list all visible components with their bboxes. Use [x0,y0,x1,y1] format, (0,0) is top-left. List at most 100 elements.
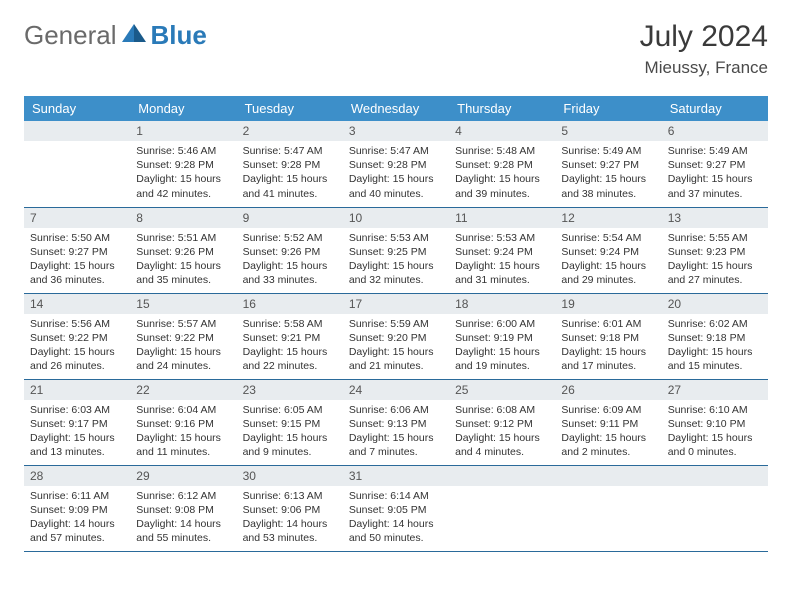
calendar-day-cell: 17Sunrise: 5:59 AMSunset: 9:20 PMDayligh… [343,293,449,379]
calendar-day-cell [555,465,661,551]
brand-part1: General [24,20,117,51]
calendar-day-cell: 11Sunrise: 5:53 AMSunset: 9:24 PMDayligh… [449,207,555,293]
day-content: Sunrise: 6:00 AMSunset: 9:19 PMDaylight:… [449,314,555,378]
weekday-header: Wednesday [343,96,449,121]
day-content: Sunrise: 6:05 AMSunset: 9:15 PMDaylight:… [237,400,343,464]
calendar-day-cell: 24Sunrise: 6:06 AMSunset: 9:13 PMDayligh… [343,379,449,465]
calendar-day-cell: 30Sunrise: 6:13 AMSunset: 9:06 PMDayligh… [237,465,343,551]
day-content: Sunrise: 5:46 AMSunset: 9:28 PMDaylight:… [130,141,236,205]
calendar-day-cell: 7Sunrise: 5:50 AMSunset: 9:27 PMDaylight… [24,207,130,293]
day-number-empty [24,121,130,141]
day-content: Sunrise: 6:06 AMSunset: 9:13 PMDaylight:… [343,400,449,464]
day-content: Sunrise: 5:54 AMSunset: 9:24 PMDaylight:… [555,228,661,292]
weekday-header: Friday [555,96,661,121]
day-content: Sunrise: 5:56 AMSunset: 9:22 PMDaylight:… [24,314,130,378]
calendar-day-cell: 12Sunrise: 5:54 AMSunset: 9:24 PMDayligh… [555,207,661,293]
day-content: Sunrise: 6:04 AMSunset: 9:16 PMDaylight:… [130,400,236,464]
day-content: Sunrise: 6:13 AMSunset: 9:06 PMDaylight:… [237,486,343,550]
calendar-day-cell [24,121,130,207]
calendar-day-cell: 3Sunrise: 5:47 AMSunset: 9:28 PMDaylight… [343,121,449,207]
day-number-empty [662,466,768,486]
calendar-week-row: 28Sunrise: 6:11 AMSunset: 9:09 PMDayligh… [24,465,768,551]
day-number: 1 [130,121,236,141]
day-content: Sunrise: 6:12 AMSunset: 9:08 PMDaylight:… [130,486,236,550]
day-number: 15 [130,294,236,314]
calendar-week-row: 21Sunrise: 6:03 AMSunset: 9:17 PMDayligh… [24,379,768,465]
day-number: 9 [237,208,343,228]
weekday-header: Monday [130,96,236,121]
weekday-header: Saturday [662,96,768,121]
day-number: 7 [24,208,130,228]
calendar-day-cell [662,465,768,551]
calendar-day-cell: 1Sunrise: 5:46 AMSunset: 9:28 PMDaylight… [130,121,236,207]
day-number: 13 [662,208,768,228]
day-content: Sunrise: 5:55 AMSunset: 9:23 PMDaylight:… [662,228,768,292]
day-number: 26 [555,380,661,400]
calendar-day-cell: 25Sunrise: 6:08 AMSunset: 9:12 PMDayligh… [449,379,555,465]
calendar-table: SundayMondayTuesdayWednesdayThursdayFrid… [24,96,768,552]
day-number: 14 [24,294,130,314]
day-number-empty [449,466,555,486]
calendar-day-cell: 8Sunrise: 5:51 AMSunset: 9:26 PMDaylight… [130,207,236,293]
weekday-header: Tuesday [237,96,343,121]
day-number: 4 [449,121,555,141]
calendar-day-cell: 13Sunrise: 5:55 AMSunset: 9:23 PMDayligh… [662,207,768,293]
day-content: Sunrise: 5:52 AMSunset: 9:26 PMDaylight:… [237,228,343,292]
calendar-day-cell: 31Sunrise: 6:14 AMSunset: 9:05 PMDayligh… [343,465,449,551]
calendar-day-cell: 2Sunrise: 5:47 AMSunset: 9:28 PMDaylight… [237,121,343,207]
calendar-day-cell: 27Sunrise: 6:10 AMSunset: 9:10 PMDayligh… [662,379,768,465]
month-title: July 2024 [640,20,768,54]
day-content: Sunrise: 5:49 AMSunset: 9:27 PMDaylight:… [662,141,768,205]
weekday-header: Sunday [24,96,130,121]
day-number: 21 [24,380,130,400]
day-content: Sunrise: 6:14 AMSunset: 9:05 PMDaylight:… [343,486,449,550]
calendar-day-cell: 6Sunrise: 5:49 AMSunset: 9:27 PMDaylight… [662,121,768,207]
calendar-day-cell: 15Sunrise: 5:57 AMSunset: 9:22 PMDayligh… [130,293,236,379]
calendar-day-cell: 19Sunrise: 6:01 AMSunset: 9:18 PMDayligh… [555,293,661,379]
day-number: 29 [130,466,236,486]
calendar-day-cell: 18Sunrise: 6:00 AMSunset: 9:19 PMDayligh… [449,293,555,379]
day-number: 10 [343,208,449,228]
day-number: 28 [24,466,130,486]
day-number: 24 [343,380,449,400]
day-number: 27 [662,380,768,400]
calendar-day-cell: 20Sunrise: 6:02 AMSunset: 9:18 PMDayligh… [662,293,768,379]
calendar-day-cell: 16Sunrise: 5:58 AMSunset: 9:21 PMDayligh… [237,293,343,379]
calendar-day-cell: 4Sunrise: 5:48 AMSunset: 9:28 PMDaylight… [449,121,555,207]
calendar-week-row: 1Sunrise: 5:46 AMSunset: 9:28 PMDaylight… [24,121,768,207]
day-content: Sunrise: 5:50 AMSunset: 9:27 PMDaylight:… [24,228,130,292]
calendar-day-cell: 5Sunrise: 5:49 AMSunset: 9:27 PMDaylight… [555,121,661,207]
calendar-day-cell: 14Sunrise: 5:56 AMSunset: 9:22 PMDayligh… [24,293,130,379]
day-number: 19 [555,294,661,314]
day-content: Sunrise: 5:48 AMSunset: 9:28 PMDaylight:… [449,141,555,205]
title-block: July 2024 Mieussy, France [640,20,768,78]
day-number: 25 [449,380,555,400]
day-content: Sunrise: 5:53 AMSunset: 9:24 PMDaylight:… [449,228,555,292]
calendar-body: 1Sunrise: 5:46 AMSunset: 9:28 PMDaylight… [24,121,768,551]
day-number: 12 [555,208,661,228]
day-number: 6 [662,121,768,141]
day-content: Sunrise: 6:09 AMSunset: 9:11 PMDaylight:… [555,400,661,464]
day-content: Sunrise: 6:11 AMSunset: 9:09 PMDaylight:… [24,486,130,550]
day-number: 3 [343,121,449,141]
calendar-day-cell: 10Sunrise: 5:53 AMSunset: 9:25 PMDayligh… [343,207,449,293]
day-number: 20 [662,294,768,314]
day-content: Sunrise: 5:53 AMSunset: 9:25 PMDaylight:… [343,228,449,292]
calendar-day-cell: 29Sunrise: 6:12 AMSunset: 9:08 PMDayligh… [130,465,236,551]
day-number: 8 [130,208,236,228]
day-content: Sunrise: 6:02 AMSunset: 9:18 PMDaylight:… [662,314,768,378]
day-number: 11 [449,208,555,228]
brand-logo: General Blue [24,20,207,51]
day-content: Sunrise: 6:01 AMSunset: 9:18 PMDaylight:… [555,314,661,378]
day-number: 30 [237,466,343,486]
day-number: 23 [237,380,343,400]
weekday-header: Thursday [449,96,555,121]
day-content: Sunrise: 5:57 AMSunset: 9:22 PMDaylight:… [130,314,236,378]
day-number: 22 [130,380,236,400]
brand-part2: Blue [151,20,207,51]
day-content: Sunrise: 6:10 AMSunset: 9:10 PMDaylight:… [662,400,768,464]
calendar-week-row: 7Sunrise: 5:50 AMSunset: 9:27 PMDaylight… [24,207,768,293]
day-number: 5 [555,121,661,141]
day-content: Sunrise: 5:58 AMSunset: 9:21 PMDaylight:… [237,314,343,378]
logo-icon [121,20,147,51]
